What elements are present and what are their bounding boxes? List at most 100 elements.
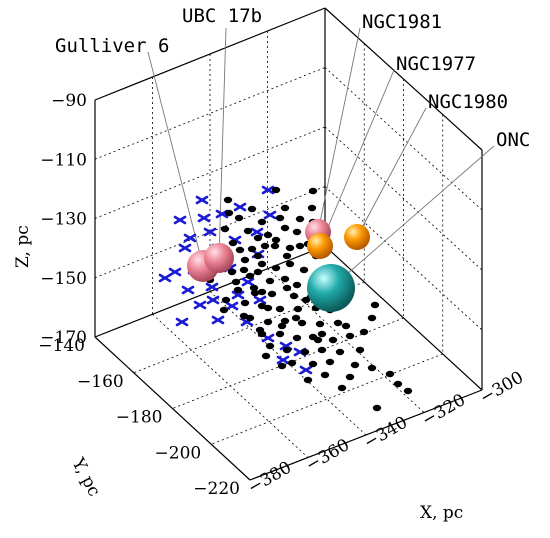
dot-point (315, 320, 325, 328)
x-tick-label: −340 (361, 413, 411, 454)
dot-point (385, 370, 395, 378)
dot-point (275, 214, 285, 222)
dot-point (291, 314, 301, 322)
tick-labels: −90−110−130−150−170−140−160−180−200−220−… (38, 91, 527, 499)
dot-point (280, 275, 290, 283)
dot-point (303, 376, 313, 384)
dot-point (271, 186, 281, 194)
dot-point (317, 346, 327, 354)
dot-point (224, 209, 234, 217)
cross-point (158, 273, 172, 283)
dot-point (260, 242, 270, 250)
cross-point (263, 210, 277, 220)
cross-point (233, 202, 247, 212)
grid-line-z-left (94, 186, 326, 279)
cross-point (206, 295, 220, 305)
dot-point (271, 264, 281, 272)
dot-point (247, 245, 257, 253)
dot-point (297, 319, 307, 327)
grid-line-y-floor (267, 268, 425, 413)
cluster-spheres (187, 219, 370, 312)
cluster-label: ONC (496, 129, 530, 151)
cross-point (183, 233, 197, 243)
dot-point (253, 268, 263, 276)
cluster-label: NGC1980 (428, 91, 508, 113)
dot-point (271, 236, 281, 244)
dot-point (265, 342, 275, 350)
dot-point (257, 288, 267, 296)
cross-point (178, 243, 192, 253)
z-tick-label: −150 (40, 269, 87, 289)
dot-point (335, 348, 345, 356)
cross-point (276, 355, 290, 365)
x-tick-label: −360 (303, 435, 353, 476)
z-tick-label: −110 (40, 150, 87, 170)
z-axis-label: Z, pc (13, 225, 33, 268)
dot-point (350, 361, 360, 369)
dot-point (403, 387, 413, 395)
y-tick-label: −220 (193, 479, 240, 499)
dot-point (293, 305, 303, 313)
dot-point (240, 299, 250, 307)
dot-point (299, 266, 309, 274)
cluster-label: Gulliver 6 (55, 35, 169, 57)
dot-point (355, 346, 365, 354)
dot-point (228, 239, 238, 247)
cross-point (203, 227, 217, 237)
dot-point (320, 371, 330, 379)
grid-line-z-left (94, 126, 326, 219)
dot-point (220, 225, 230, 233)
dot-point (280, 224, 290, 232)
dot-point (317, 330, 327, 338)
y-tick-label: −200 (155, 443, 202, 463)
cross-point (250, 227, 264, 237)
dot-point (337, 384, 347, 392)
y-tick-label: −140 (38, 336, 85, 356)
cross-point (193, 300, 207, 310)
dot-point (341, 322, 351, 330)
cluster-labels: Gulliver 6 UBC 17b NGC1981 NGC1977 NGC1980 ON… (55, 5, 530, 151)
dot-point (223, 196, 233, 204)
cross-point (231, 290, 245, 300)
cluster-sphere (204, 243, 234, 273)
grid-line-z-right (324, 67, 483, 211)
dot-point (275, 330, 285, 338)
dot-point (239, 266, 249, 274)
cluster-callout-lines (147, 27, 495, 289)
dot-point (292, 334, 302, 342)
cluster-sphere (307, 264, 355, 312)
grid-line-z-right (324, 126, 483, 271)
cluster-sphere (344, 224, 370, 250)
dot-point (221, 296, 231, 304)
x-tick-label: −320 (419, 390, 469, 431)
dot-point (270, 242, 280, 250)
dot-point (247, 205, 257, 213)
dot-point (249, 284, 259, 292)
dot-point (277, 322, 287, 330)
x-tick-label: −300 (477, 368, 527, 409)
dot-point (287, 359, 297, 367)
cross-point (261, 185, 275, 195)
cross-point (241, 277, 255, 287)
dot-point (257, 260, 267, 268)
dot-point (277, 362, 287, 370)
dot-point (313, 336, 323, 344)
y-tick-label: −160 (77, 372, 124, 392)
dot-point (301, 296, 311, 304)
z-tick-label: −90 (51, 91, 87, 111)
dot-point (325, 358, 335, 366)
cluster-sphere (307, 233, 333, 259)
cross-point (195, 195, 209, 205)
callout-line (147, 51, 204, 267)
x-tick-label: −380 (245, 458, 295, 499)
dot-point (308, 187, 318, 195)
cross-point (175, 317, 189, 327)
dot-point (292, 281, 302, 289)
callout-line (319, 69, 395, 247)
dot-point (257, 218, 267, 226)
dot-point (295, 242, 305, 250)
dot-point (282, 346, 292, 354)
dot-point (263, 318, 273, 326)
dot-point (289, 292, 299, 300)
